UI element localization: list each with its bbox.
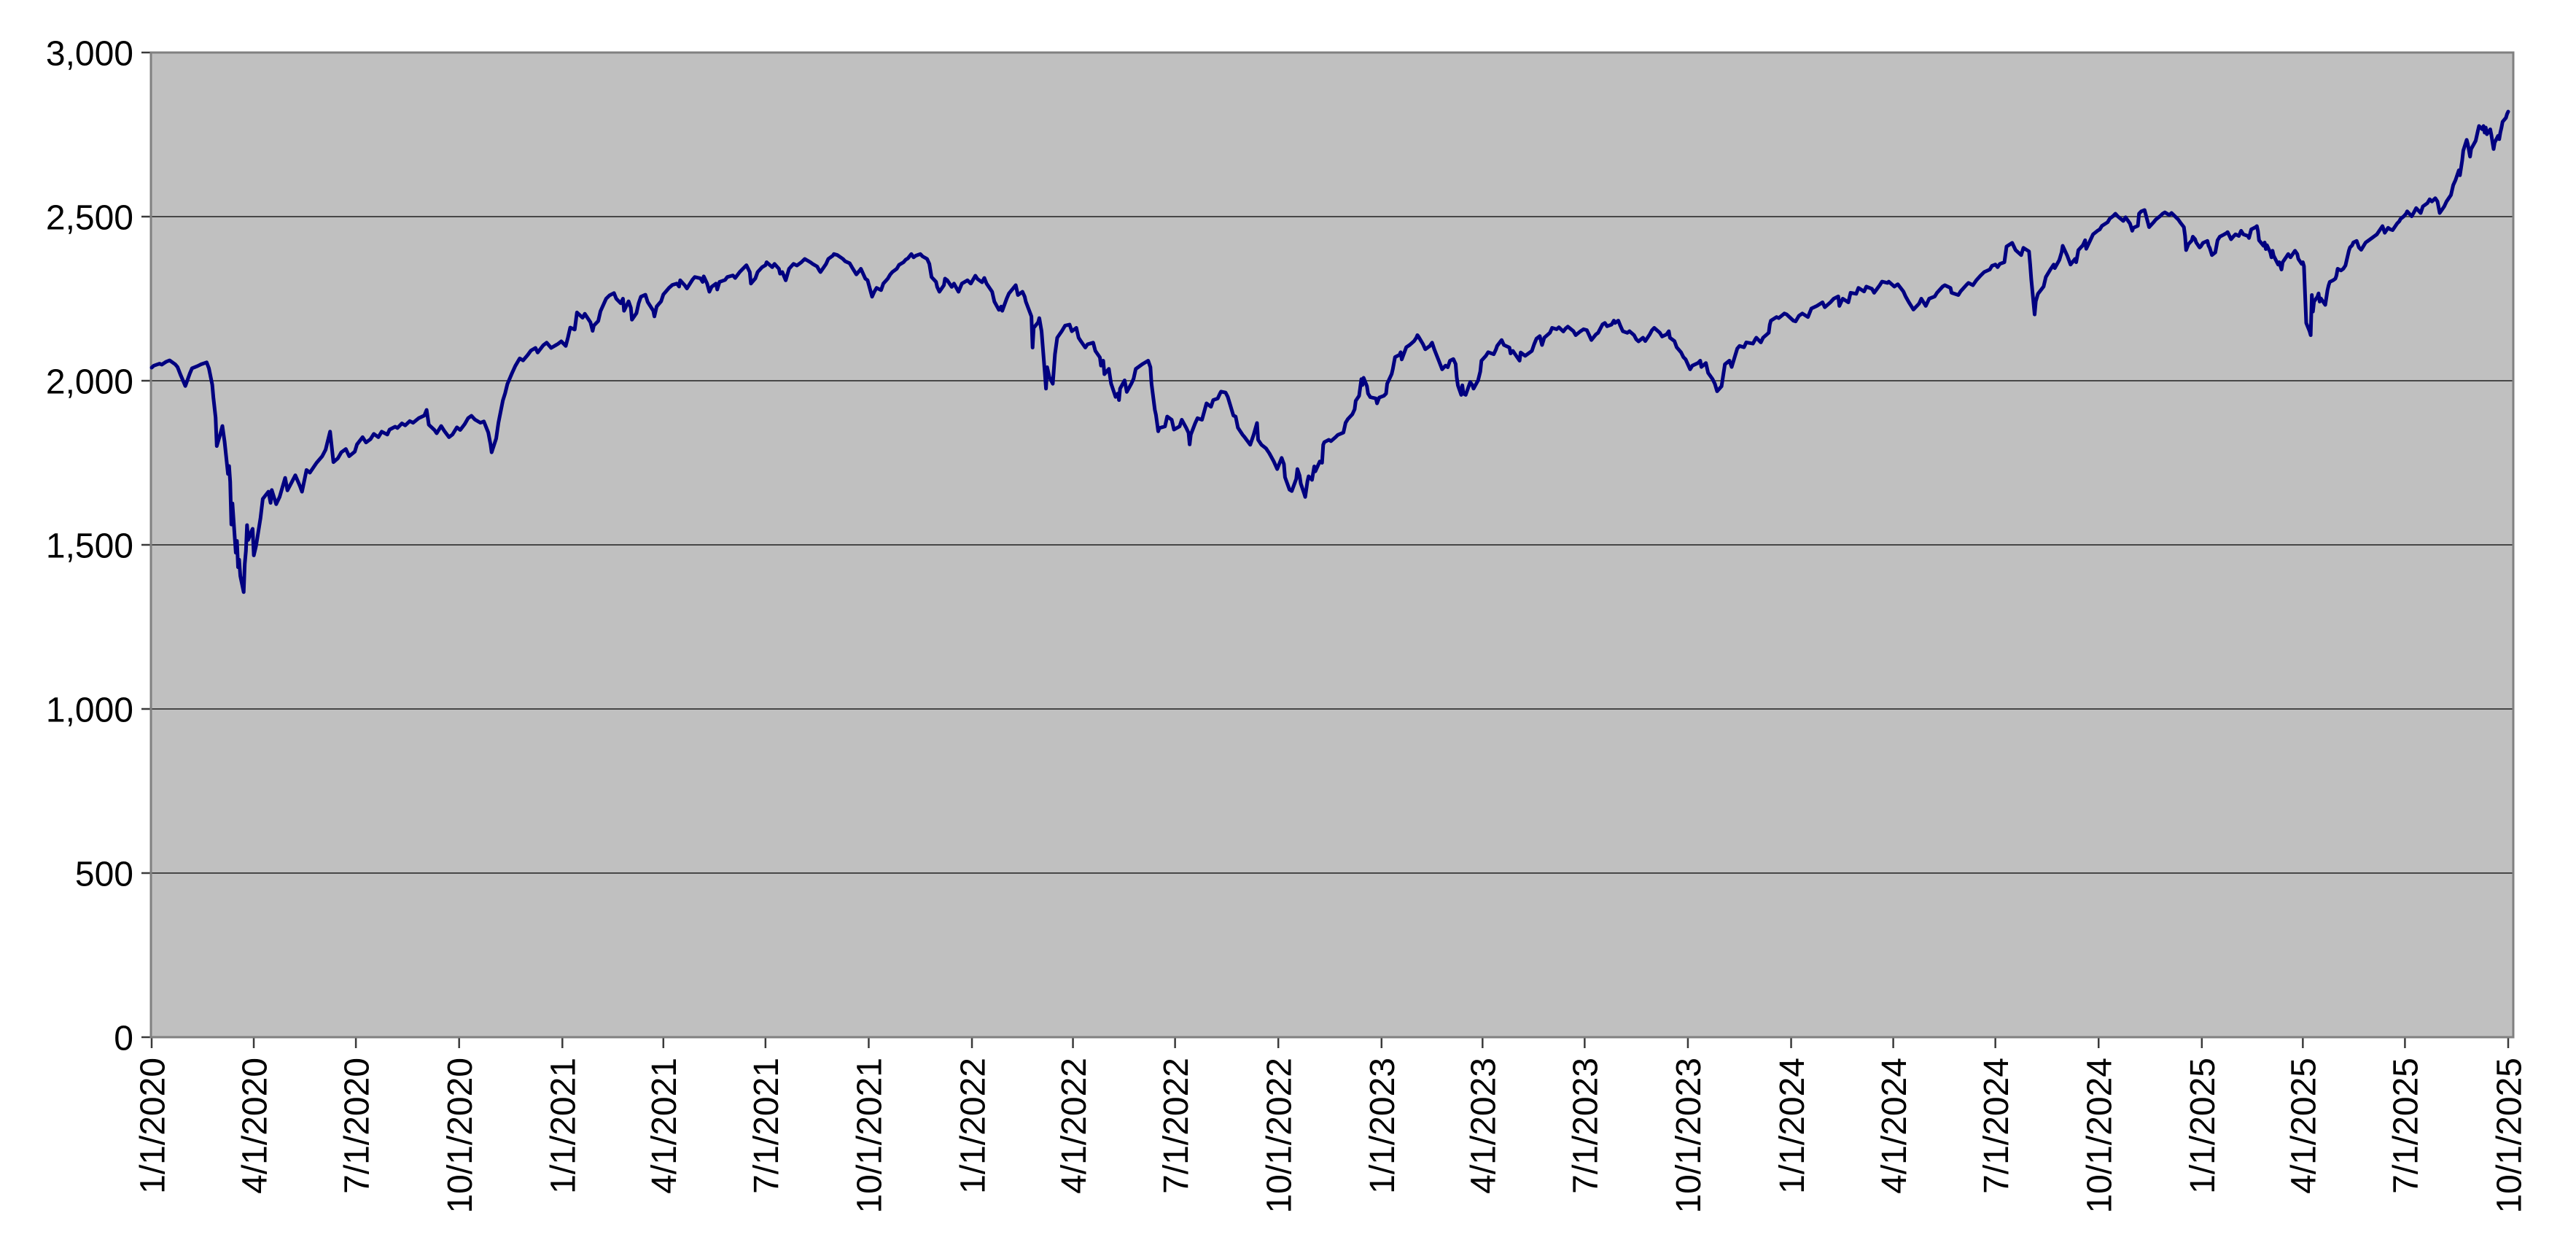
x-tick-label: 4/1/2022 bbox=[1055, 1058, 1094, 1194]
x-tick-label: 1/1/2021 bbox=[545, 1058, 583, 1194]
x-tick-label: 1/1/2022 bbox=[954, 1058, 992, 1194]
x-axis-tick-marks bbox=[150, 1037, 2510, 1048]
y-tick-label: 500 bbox=[75, 855, 133, 893]
x-tick-label: 7/1/2023 bbox=[1567, 1058, 1606, 1194]
gridlines bbox=[151, 216, 2513, 874]
x-axis-labels: 1/1/2020 4/1/2020 7/1/2020 10/1/2020 1/1/202… bbox=[133, 1058, 2529, 1214]
x-tick-label: 7/1/2020 bbox=[338, 1058, 376, 1194]
y-tick-label: 2,500 bbox=[46, 198, 133, 237]
x-tick-label: 1/1/2024 bbox=[1773, 1058, 1812, 1194]
x-tick-label: 10/1/2024 bbox=[2081, 1058, 2120, 1214]
y-axis-labels: 0 500 1,000 1,500 2,000 2,500 3,000 bbox=[46, 34, 133, 1058]
x-tick-label: 10/1/2021 bbox=[851, 1058, 890, 1214]
price-line-series bbox=[149, 109, 2510, 594]
x-tick-label: 1/1/2023 bbox=[1363, 1058, 1402, 1194]
x-tick-label: 10/1/2023 bbox=[1670, 1058, 1708, 1214]
x-tick-label: 4/1/2023 bbox=[1465, 1058, 1503, 1194]
x-tick-label: 1/1/2020 bbox=[133, 1058, 172, 1194]
x-tick-label: 10/1/2020 bbox=[441, 1058, 480, 1214]
x-tick-label: 1/1/2025 bbox=[2184, 1058, 2222, 1194]
x-tick-label: 7/1/2022 bbox=[1157, 1058, 1196, 1194]
y-axis-tick-marks bbox=[141, 51, 151, 1039]
x-tick-label: 4/1/2021 bbox=[645, 1058, 684, 1194]
y-tick-label: 1,500 bbox=[46, 527, 133, 565]
x-tick-label: 7/1/2024 bbox=[1977, 1058, 2016, 1194]
y-tick-label: 0 bbox=[114, 1019, 133, 1058]
x-tick-label: 7/1/2025 bbox=[2387, 1058, 2426, 1194]
y-tick-label: 1,000 bbox=[46, 691, 133, 729]
y-tick-label: 3,000 bbox=[46, 34, 133, 73]
x-tick-label: 4/1/2020 bbox=[236, 1058, 274, 1194]
x-tick-label: 4/1/2024 bbox=[1875, 1058, 1914, 1194]
y-tick-label: 2,000 bbox=[46, 363, 133, 401]
x-tick-label: 10/1/2025 bbox=[2490, 1058, 2529, 1214]
x-tick-label: 7/1/2021 bbox=[747, 1058, 786, 1194]
x-tick-label: 4/1/2025 bbox=[2285, 1058, 2324, 1194]
plot-border bbox=[149, 51, 2515, 1039]
x-tick-label: 10/1/2022 bbox=[1260, 1058, 1299, 1214]
